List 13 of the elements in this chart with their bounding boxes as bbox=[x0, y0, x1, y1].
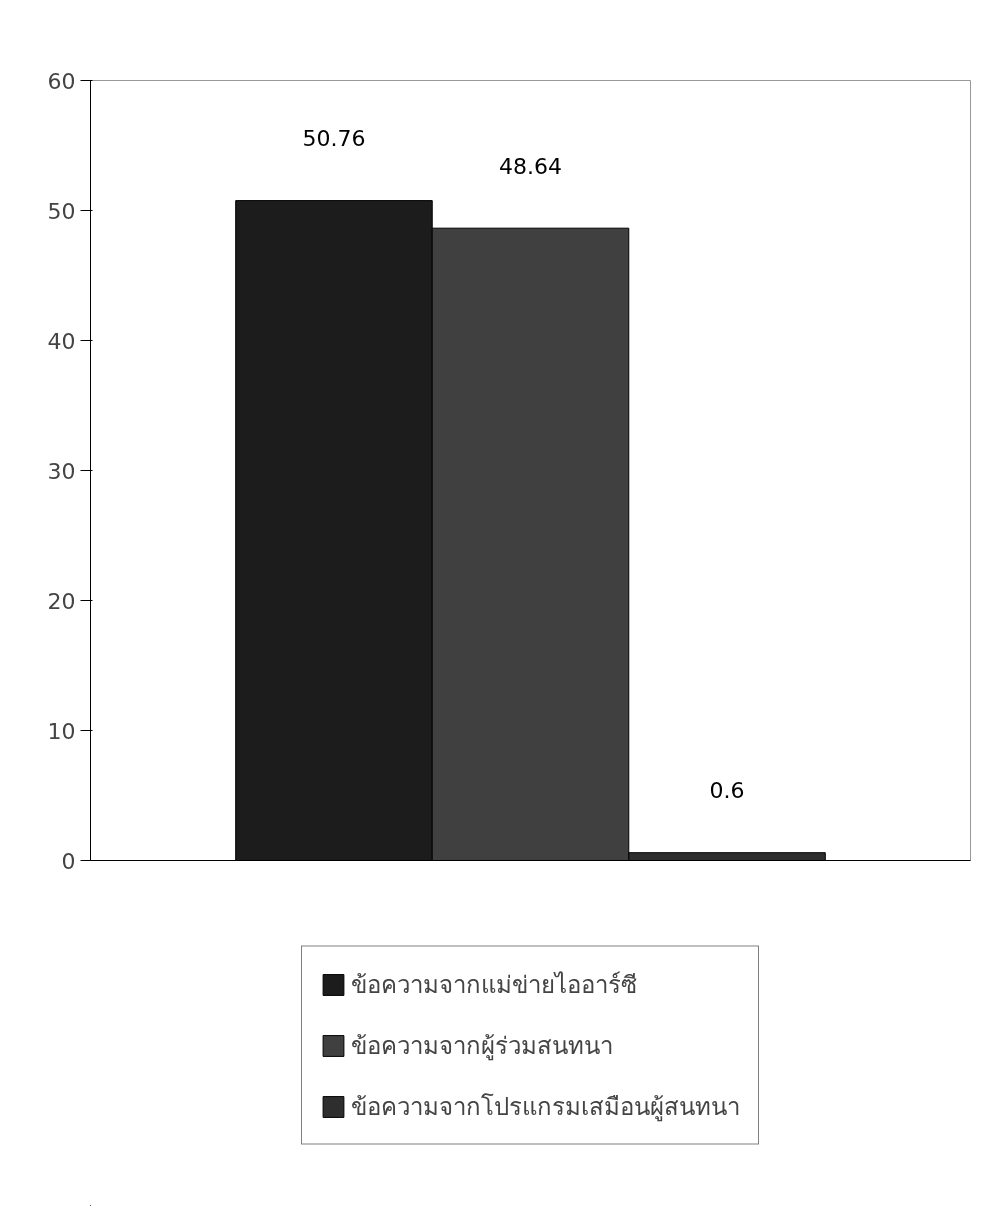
legend-label: ข้อความจากโปรแกรมเสมือนผู้สนทนา bbox=[351, 1091, 740, 1124]
y-tick-label: 50 bbox=[47, 198, 76, 224]
y-tick-label: 20 bbox=[47, 588, 76, 614]
y-tick-label: 40 bbox=[47, 328, 76, 354]
legend-label: ข้อความจากแม่ข่ายไออาร์ซี bbox=[351, 969, 637, 1001]
y-tick-label: 10 bbox=[47, 718, 76, 744]
y-tick-label: 0 bbox=[61, 848, 76, 874]
data-label: 0.6 bbox=[709, 778, 745, 804]
y-tick-label: 60 bbox=[47, 68, 76, 94]
data-label: 50.76 bbox=[302, 126, 366, 152]
legend-label: ข้อความจากผู้ร่วมสนทนา bbox=[351, 1030, 613, 1063]
y-tick-label: 30 bbox=[47, 458, 76, 484]
data-label: 48.64 bbox=[499, 153, 562, 179]
